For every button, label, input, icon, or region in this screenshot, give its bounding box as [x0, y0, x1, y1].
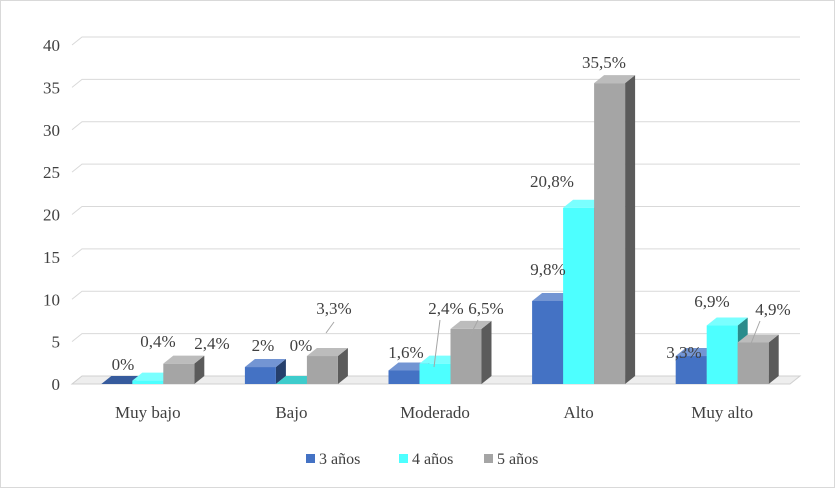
y-tick-label: 25: [43, 163, 60, 182]
bar-front: [594, 83, 626, 384]
bar-front: [532, 300, 564, 384]
leader-line: [469, 319, 479, 337]
bar-side: [768, 334, 779, 384]
bar: [594, 75, 636, 384]
bar-top: [563, 199, 605, 208]
data-label: 3,3%: [666, 343, 701, 362]
y-tick-label: 5: [52, 333, 61, 352]
y-tick-label: 0: [52, 375, 61, 394]
data-label: 2,4%: [428, 299, 463, 318]
bar-top: [306, 348, 348, 357]
bar: [244, 359, 286, 384]
x-tick-label: Bajo: [275, 403, 307, 422]
bar: [101, 376, 143, 384]
bar-front: [706, 325, 738, 384]
data-label: 6,9%: [694, 292, 729, 311]
data-label: 35,5%: [582, 53, 626, 72]
bar-top: [275, 376, 317, 384]
legend-item: 3 años: [306, 451, 360, 468]
data-label: 1,6%: [388, 343, 423, 362]
data-label: 0,4%: [140, 332, 175, 351]
data-label: 0%: [290, 336, 313, 355]
y-tick-label: 30: [43, 121, 60, 140]
bar-front: [306, 356, 338, 384]
legend-swatch: [399, 454, 408, 463]
data-label: 9,8%: [530, 260, 565, 279]
gridline: [71, 206, 800, 215]
x-tick-label: Moderado: [400, 403, 470, 422]
y-tick-label: 40: [43, 36, 60, 55]
bar-front: [419, 363, 451, 384]
gridline: [71, 290, 800, 300]
bar-front: [132, 380, 164, 384]
bar: [450, 320, 492, 384]
bar-top: [706, 317, 748, 326]
legend-swatch: [484, 454, 493, 463]
bar-front: [563, 207, 595, 384]
bar: [275, 376, 317, 384]
bar-front: [388, 370, 420, 384]
bar-top: [737, 334, 779, 343]
bar-top: [163, 355, 205, 364]
data-label: 3,3%: [316, 299, 351, 318]
leader-line: [749, 320, 761, 347]
bar-side: [275, 359, 286, 384]
data-label: 20,8%: [530, 172, 574, 191]
gridline: [71, 36, 800, 46]
x-tick-label: Alto: [563, 403, 593, 422]
bar: [306, 348, 348, 384]
bar-top: [675, 348, 717, 357]
y-tick-label: 35: [43, 78, 60, 97]
x-tick-label: Muy bajo: [115, 403, 181, 422]
legend-item: 5 años: [484, 451, 538, 468]
data-label: 6,5%: [468, 299, 503, 318]
bar-front: [737, 342, 769, 384]
bar-top: [244, 359, 286, 368]
bar-side: [337, 348, 348, 384]
bar-top: [132, 372, 174, 381]
bar-front: [450, 328, 482, 384]
y-tick-label: 15: [43, 248, 60, 267]
bar: [737, 334, 779, 384]
leader-line: [433, 319, 441, 368]
bar: [163, 355, 205, 384]
data-label: 2%: [252, 336, 275, 355]
data-label: 0%: [112, 355, 135, 374]
gridline: [71, 78, 800, 88]
bar-top: [450, 320, 492, 329]
legend-swatch: [306, 454, 315, 463]
bar-side: [625, 75, 636, 384]
gridline: [71, 121, 800, 131]
bar-side: [481, 320, 492, 384]
bar-front: [675, 356, 707, 384]
bar-side: [194, 355, 205, 384]
gridline: [71, 163, 800, 173]
bar-front: [244, 367, 276, 384]
legend-label: 3 años: [319, 451, 360, 468]
bar-top: [388, 362, 430, 371]
legend-label: 4 años: [412, 451, 453, 468]
leader-line: [325, 321, 335, 334]
gridline: [71, 248, 800, 258]
bar-front: [163, 363, 195, 384]
bar-top: [532, 292, 574, 301]
bar-top: [419, 355, 461, 364]
bar-top: [101, 376, 143, 384]
y-tick-label: 20: [43, 206, 60, 225]
legend-item: 4 años: [399, 451, 453, 468]
y-tick-label: 10: [43, 290, 60, 309]
data-label: 2,4%: [194, 334, 229, 353]
data-label: 4,9%: [755, 300, 790, 319]
legend-label: 5 años: [497, 451, 538, 468]
bar-top: [594, 75, 636, 84]
gridline: [71, 333, 800, 343]
x-tick-label: Muy alto: [691, 403, 753, 422]
